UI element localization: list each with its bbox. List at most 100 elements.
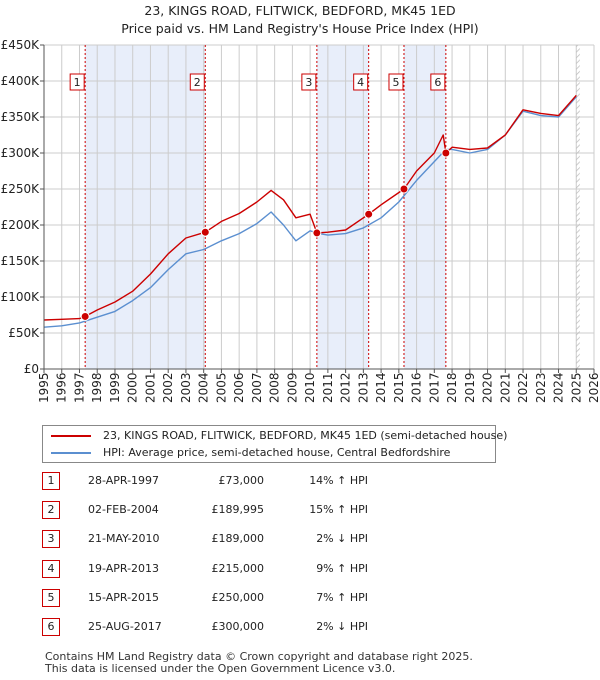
transaction-marker-box-4	[353, 73, 369, 91]
property-price-line	[43, 94, 577, 321]
y-tick-label: £250K	[1, 182, 41, 196]
transaction-number: 5	[42, 588, 60, 607]
transaction-point-5	[399, 184, 409, 194]
transaction-price: £73,000	[218, 474, 265, 487]
x-tick-label: 2006	[232, 372, 246, 403]
transaction-points	[80, 148, 451, 321]
transaction-price: £189,995	[211, 503, 265, 517]
x-tick-label: 2017	[427, 372, 441, 403]
transaction-number: 4	[42, 559, 60, 578]
legend: 23, KINGS ROAD, FLITWICK, BEDFORD, MK45 …	[42, 425, 507, 463]
y-tick-label: £350K	[1, 110, 41, 124]
x-tick-label: 2026	[587, 372, 600, 403]
ownership-band-2	[316, 45, 369, 369]
transaction-number: 3	[42, 530, 60, 549]
transaction-hpi-change: 14% ↑ HPI	[309, 474, 368, 487]
x-tick-label: 1998	[90, 372, 104, 403]
transaction-date: 19-APR-2013	[88, 561, 160, 575]
transaction-point-2	[200, 227, 210, 237]
transaction-marker-label-3: 3	[305, 76, 312, 89]
transaction-hpi-change: 2% ↓ HPI	[316, 620, 368, 633]
transaction-point-4	[364, 209, 374, 219]
x-tick-label: 2013	[356, 372, 370, 403]
x-tick-label: 1995	[37, 372, 51, 403]
y-tick-label: £0	[24, 362, 39, 376]
transaction-price: £300,000	[211, 620, 265, 633]
transaction-date: 15-APR-2015	[88, 590, 160, 604]
price-chart: 1 2 3 4 5 6 £0 £50K £100K £150K £200K £250K £300K £3…	[1, 38, 600, 403]
footer-line-2: This data is licensed under the Open Gov…	[45, 662, 396, 675]
x-tick-label: 2020	[481, 372, 495, 403]
transaction-price: £250,000	[211, 590, 265, 604]
legend-swatch-hpi	[51, 452, 91, 454]
x-tick-label: 2016	[410, 372, 424, 403]
transaction-hpi-change: 7% ↑ HPI	[316, 590, 368, 604]
y-tick-label: £450K	[1, 38, 41, 52]
x-tick-label: 2001	[143, 372, 157, 403]
x-tick-label: 2019	[463, 372, 477, 403]
ownership-band-3	[403, 45, 446, 369]
transaction-row: 3 21-MAY-2010 £189,000 2% ↓ HPI	[42, 529, 462, 549]
x-tick-label: 2009	[285, 372, 299, 403]
x-tick-label: 2010	[303, 372, 317, 403]
x-tick-label: 2014	[374, 372, 388, 403]
transaction-row: 1 28-APR-1997 £73,000 14% ↑ HPI	[42, 471, 462, 491]
transaction-marker-box-1	[69, 73, 85, 91]
footer-line-1: Contains HM Land Registry data © Crown c…	[45, 650, 473, 663]
x-tick-label: 2024	[552, 372, 566, 403]
transaction-price: £189,000	[211, 532, 265, 546]
x-tick-label: 2000	[126, 372, 140, 403]
transaction-hpi-change: 15% ↑ HPI	[309, 503, 368, 517]
x-tick-label: 2008	[268, 372, 282, 403]
transaction-hpi-change: 9% ↑ HPI	[316, 561, 368, 575]
y-tick-label: £100K	[1, 290, 41, 304]
footer: Contains HM Land Registry data © Crown c…	[45, 651, 473, 675]
x-tick-label: 1996	[55, 372, 69, 403]
x-tick-label: 2003	[179, 372, 193, 403]
x-tick-label: 2023	[534, 372, 548, 403]
y-tick-label: £150K	[1, 254, 41, 268]
x-tick-label: 1999	[108, 372, 122, 403]
axes: £0 £50K £100K £150K £200K £250K £300K £350K £400…	[1, 38, 600, 403]
y-tick-label: £50K	[8, 326, 40, 340]
y-tick-label: £200K	[1, 218, 41, 232]
transaction-number: 6	[42, 618, 60, 636]
transaction-marker-label-1: 1	[74, 76, 81, 89]
legend-label-hpi: HPI: Average price, semi-detached house,…	[103, 446, 451, 459]
transaction-marker-label-6: 6	[434, 76, 441, 89]
transaction-point-6	[441, 148, 451, 158]
transaction-date: 25-AUG-2017	[88, 620, 162, 633]
ownership-band-1	[85, 45, 206, 369]
x-tick-label: 2002	[161, 372, 175, 403]
x-tick-label: 2015	[392, 372, 406, 403]
transaction-row: 6 25-AUG-2017 £300,000 2% ↓ HPI	[42, 617, 462, 637]
x-tick-label: 2025	[569, 372, 583, 403]
transaction-hpi-change: 2% ↓ HPI	[316, 532, 368, 546]
transaction-lines	[84, 45, 447, 369]
transaction-row: 4 19-APR-2013 £215,000 9% ↑ HPI	[42, 559, 462, 579]
transaction-marker-box-6	[430, 73, 446, 91]
transaction-marker-label-5: 5	[392, 76, 399, 89]
projection-area	[576, 45, 580, 369]
transaction-marker-box-3	[301, 73, 317, 91]
transaction-price: £215,000	[211, 561, 265, 575]
x-tick-label: 2007	[250, 372, 264, 403]
transaction-date: 02-FEB-2004	[88, 503, 159, 517]
transaction-marker-label-2: 2	[194, 76, 201, 89]
x-tick-label: 2005	[214, 372, 228, 403]
x-tick-label: 2018	[445, 372, 459, 403]
transaction-number: 2	[42, 501, 60, 520]
transaction-date: 21-MAY-2010	[88, 532, 160, 546]
transaction-marker-label-4: 4	[357, 76, 364, 89]
x-tick-label: 2011	[321, 372, 335, 403]
transaction-row: 2 02-FEB-2004 £189,995 15% ↑ HPI	[42, 500, 462, 520]
chart-title-line-2: Price paid vs. HM Land Registry's House …	[121, 21, 479, 36]
x-tick-label: 1997	[72, 372, 86, 403]
chart-title: 23, KINGS ROAD, FLITWICK, BEDFORD, MK45 …	[0, 2, 600, 38]
chart-title-line-1: 23, KINGS ROAD, FLITWICK, BEDFORD, MK45 …	[144, 3, 456, 18]
ownership-shading	[85, 45, 446, 369]
transaction-row: 5 15-APR-2015 £250,000 7% ↑ HPI	[42, 588, 462, 608]
x-tick-label: 2021	[498, 372, 512, 403]
transaction-point-1	[80, 311, 90, 321]
legend-swatch-property	[51, 435, 91, 437]
